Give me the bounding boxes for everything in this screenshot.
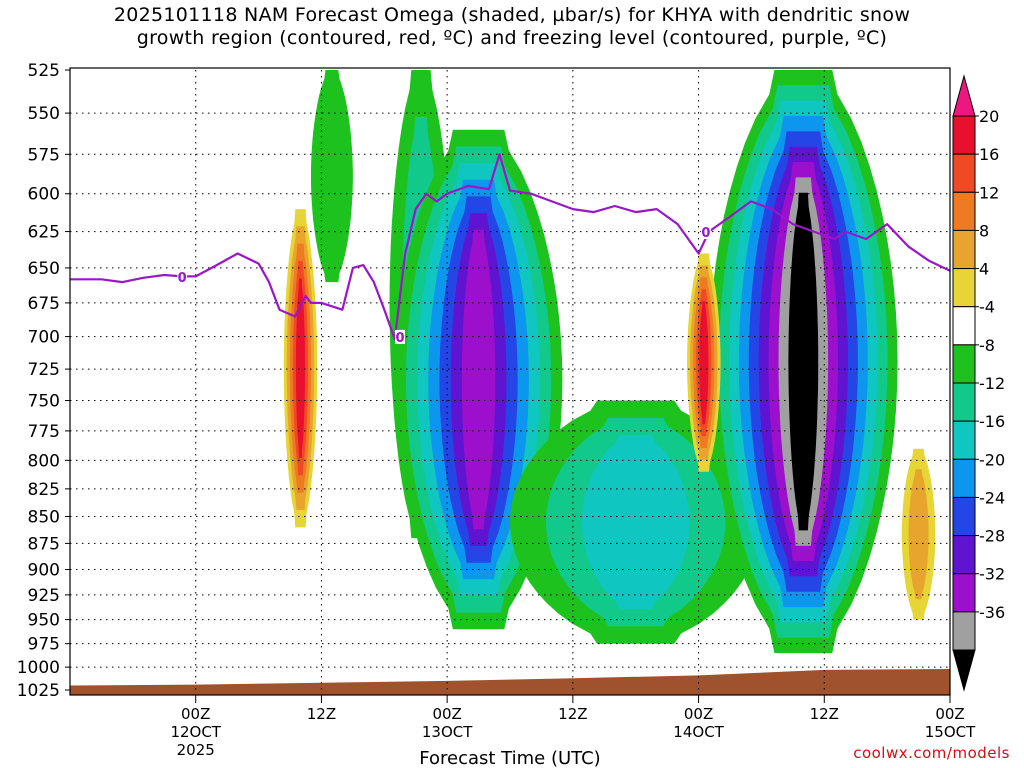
omega-shading [283, 70, 936, 654]
colorbar-bottom-arrow [952, 649, 976, 692]
sinking-motion-2-level-1 [908, 469, 929, 600]
y-tick-label-875: 875 [28, 534, 60, 554]
colorbar-label-8: 8 [979, 221, 989, 240]
colorbar-label--28: -28 [979, 527, 1005, 546]
x-tick-label-12-1: 12Z [307, 705, 336, 723]
sinking-motion-0-level-4 [295, 278, 305, 458]
y-tick-label-775: 775 [28, 422, 60, 442]
colorbar-label--8: -8 [979, 336, 995, 355]
x-tick-label-48-2: 14OCT [673, 723, 724, 741]
colorbar-label--20: -20 [979, 450, 1005, 469]
y-tick-label-750: 750 [28, 392, 60, 412]
colorbar-segment-7 [952, 382, 976, 422]
sinking-motion-1-level-4 [699, 301, 709, 425]
y-tick-label-825: 825 [28, 480, 60, 500]
y-axis: 525 550 575 600 625 650 675 700 725 750 775 800 825 8… [17, 61, 70, 701]
terrain [70, 669, 950, 695]
x-tick-label-24-1: 00Z [432, 705, 461, 723]
colorbar-segment-4 [952, 268, 976, 308]
colorbar-segment-8 [952, 420, 976, 460]
colorbar-segment-0 [952, 115, 976, 155]
y-tick-label-975: 975 [28, 635, 60, 655]
freezing-label-bg-1 [395, 329, 405, 344]
colorbar-segment-5 [952, 306, 976, 346]
y-tick-label-625: 625 [28, 223, 60, 243]
x-tick-label-72-2: 15OCT [925, 723, 976, 741]
y-tick-label-725: 725 [28, 360, 60, 380]
y-tick-label-1000: 1000 [17, 658, 60, 678]
colorbar-segment-6 [952, 344, 976, 384]
plot-frame [69, 67, 951, 696]
x-tick-label-36-1: 12Z [558, 705, 587, 723]
colorbar-segment-10 [952, 496, 976, 537]
rising-motion-0-level-0 [311, 70, 353, 283]
y-tick-label-950: 950 [28, 611, 60, 631]
colorbar-segment-1 [952, 153, 976, 193]
x-tick-label-0-1: 00Z [181, 705, 210, 723]
x-axis-label: Forecast Time (UTC) [419, 748, 600, 768]
freezing-level-label-2: 0 [701, 226, 710, 241]
title-line-1: 2025101118 NAM Forecast Omega (shaded, µ… [113, 4, 911, 26]
colorbar-label--4: -4 [979, 298, 995, 317]
site-credit: coolwx.com/models [853, 744, 1010, 762]
colorbar-label-12: 12 [979, 183, 999, 202]
y-tick-label-600: 600 [28, 185, 60, 205]
x-tick-label-24-2: 13OCT [422, 723, 473, 741]
colorbar-segment-12 [952, 573, 976, 613]
colorbar-segment-3 [952, 229, 976, 270]
colorbar-label-16: 16 [979, 145, 999, 164]
y-tick-label-700: 700 [28, 328, 60, 348]
ground-terrain [70, 669, 950, 695]
chart-title: 2025101118 NAM Forecast Omega (shaded, µ… [0, 4, 1024, 50]
colorbar-label--32: -32 [979, 565, 1005, 584]
rising-motion-4-level-8 [788, 192, 819, 531]
y-tick-label-575: 575 [28, 145, 60, 165]
x-tick-label-0-2: 12OCT [170, 723, 221, 741]
colorbar-label--12: -12 [979, 374, 1005, 393]
colorbar-segment-13 [952, 611, 976, 651]
y-tick-label-925: 925 [28, 586, 60, 606]
y-tick-label-675: 675 [28, 294, 60, 314]
colorbar-segment-9 [952, 458, 976, 498]
title-line-2: growth region (contoured, red, ºC) and f… [136, 27, 888, 49]
colorbar-label--24: -24 [979, 488, 1005, 507]
y-tick-label-850: 850 [28, 508, 60, 528]
rising-motion-3-level-2 [581, 435, 690, 609]
x-tick-label-0-3: 2025 [177, 741, 215, 759]
colorbar-label--16: -16 [979, 412, 1005, 431]
freezing-level-label-1: 0 [395, 331, 404, 346]
rising-motion-2-level-6 [461, 229, 496, 530]
y-tick-label-550: 550 [28, 104, 60, 124]
freezing-label-bg-0 [177, 269, 188, 284]
y-tick-label-525: 525 [28, 61, 60, 81]
y-tick-label-650: 650 [28, 259, 60, 279]
y-tick-label-800: 800 [28, 451, 60, 471]
x-tick-label-72-1: 00Z [935, 705, 964, 723]
grid [70, 70, 951, 690]
colorbar-label--36: -36 [979, 603, 1005, 622]
freezing-level-line [70, 153, 950, 341]
freezing-level-contour: 0 0 0 [70, 153, 950, 346]
colorbar-segment-2 [952, 191, 976, 231]
freezing-level-label-0: 0 [178, 271, 187, 286]
colorbar: 20 16 12 8 4 -4 -8 -12 -16 -20 -24 -28 -32 -36 [952, 74, 1005, 692]
colorbar-label-4: 4 [979, 260, 989, 279]
x-tick-label-60-1: 12Z [810, 705, 839, 723]
colorbar-segment-11 [952, 535, 976, 575]
colorbar-top-arrow [952, 74, 976, 117]
freezing-label-bg-2 [700, 225, 711, 240]
colorbar-label-20: 20 [979, 107, 999, 126]
x-tick-label-48-1: 00Z [684, 705, 713, 723]
y-tick-label-1025: 1025 [17, 681, 60, 701]
y-tick-label-900: 900 [28, 560, 60, 580]
